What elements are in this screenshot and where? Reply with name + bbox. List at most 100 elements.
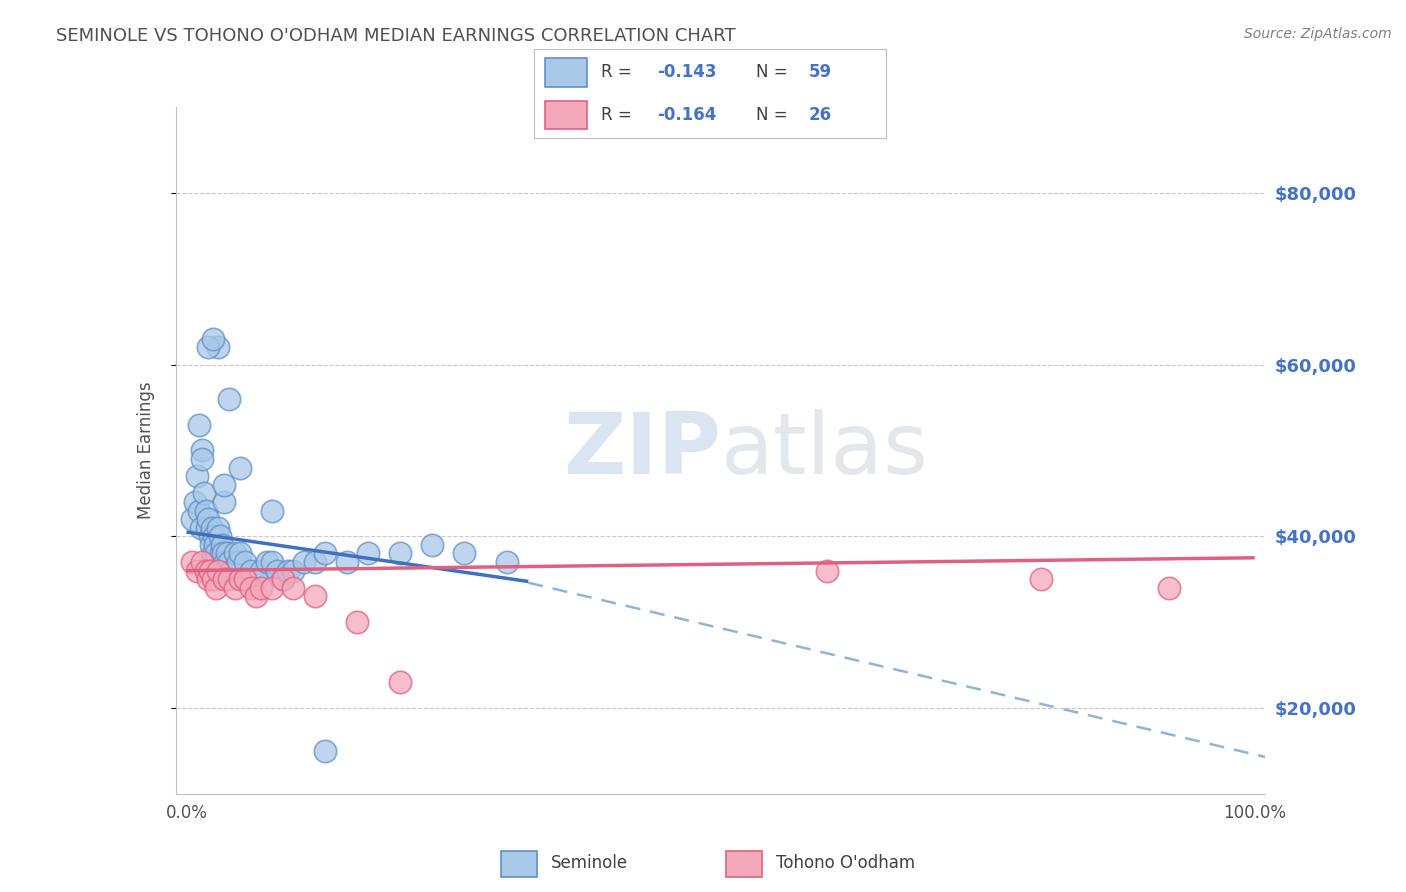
Text: N =: N =: [756, 106, 793, 124]
Point: [314, 744, 336, 758]
Point: [204, 538, 226, 552]
Point: [224, 581, 246, 595]
Text: R =: R =: [602, 63, 637, 81]
Point: [271, 572, 294, 586]
Point: [229, 460, 252, 475]
Point: [193, 486, 215, 500]
Text: Seminole: Seminole: [551, 854, 627, 872]
Point: [202, 529, 225, 543]
Point: [245, 590, 267, 604]
Point: [277, 564, 299, 578]
Text: 26: 26: [808, 106, 831, 124]
Point: [202, 546, 225, 561]
Point: [815, 564, 838, 578]
Point: [229, 572, 252, 586]
FancyBboxPatch shape: [725, 851, 762, 877]
Text: -0.164: -0.164: [657, 106, 717, 124]
Point: [233, 555, 256, 569]
Text: atlas: atlas: [721, 409, 928, 492]
Point: [304, 555, 326, 569]
Point: [205, 546, 228, 561]
Point: [191, 452, 214, 467]
Point: [389, 546, 412, 561]
Point: [260, 503, 283, 517]
Point: [346, 615, 368, 630]
Point: [211, 546, 233, 561]
Point: [260, 555, 283, 569]
Point: [357, 546, 380, 561]
Point: [420, 538, 443, 552]
Point: [260, 581, 283, 595]
Point: [229, 546, 252, 561]
Point: [271, 572, 294, 586]
Point: [304, 590, 326, 604]
Point: [197, 340, 219, 354]
Point: [201, 521, 224, 535]
Point: [194, 564, 217, 578]
Y-axis label: Median Earnings: Median Earnings: [136, 382, 155, 519]
Point: [250, 564, 273, 578]
FancyBboxPatch shape: [544, 58, 588, 87]
Point: [214, 555, 236, 569]
Point: [221, 564, 243, 578]
Point: [202, 572, 225, 586]
Point: [215, 546, 238, 561]
Point: [205, 581, 228, 595]
Point: [186, 469, 208, 483]
Point: [191, 443, 214, 458]
Text: ZIP: ZIP: [562, 409, 721, 492]
FancyBboxPatch shape: [544, 101, 588, 129]
Point: [245, 572, 267, 586]
Text: N =: N =: [756, 63, 793, 81]
Text: Tohono O'odham: Tohono O'odham: [776, 854, 915, 872]
Point: [180, 512, 202, 526]
Point: [283, 581, 305, 595]
Text: R =: R =: [602, 106, 637, 124]
Point: [190, 521, 212, 535]
Point: [202, 332, 225, 346]
Point: [453, 546, 475, 561]
Point: [197, 512, 219, 526]
Point: [226, 555, 249, 569]
Point: [1029, 572, 1052, 586]
Point: [389, 675, 412, 690]
Text: -0.143: -0.143: [657, 63, 717, 81]
Point: [239, 564, 262, 578]
Point: [250, 581, 273, 595]
Point: [292, 555, 315, 569]
Point: [188, 503, 211, 517]
Point: [200, 538, 222, 552]
Point: [218, 392, 240, 406]
Point: [209, 546, 232, 561]
Point: [198, 529, 221, 543]
Point: [224, 546, 246, 561]
Point: [283, 564, 305, 578]
Point: [180, 555, 202, 569]
Point: [314, 546, 336, 561]
Point: [336, 555, 359, 569]
Point: [208, 529, 231, 543]
Point: [496, 555, 519, 569]
Point: [198, 564, 221, 578]
Text: SEMINOLE VS TOHONO O'ODHAM MEDIAN EARNINGS CORRELATION CHART: SEMINOLE VS TOHONO O'ODHAM MEDIAN EARNIN…: [56, 27, 735, 45]
Point: [1159, 581, 1181, 595]
Point: [207, 340, 229, 354]
Point: [212, 495, 235, 509]
Point: [211, 538, 233, 552]
Point: [207, 521, 229, 535]
Point: [212, 572, 235, 586]
Point: [266, 564, 288, 578]
Point: [212, 478, 235, 492]
Point: [186, 564, 208, 578]
Point: [195, 521, 218, 535]
Text: Source: ZipAtlas.com: Source: ZipAtlas.com: [1244, 27, 1392, 41]
Point: [256, 555, 278, 569]
Point: [197, 572, 219, 586]
Point: [188, 417, 211, 432]
Point: [191, 555, 214, 569]
Point: [218, 572, 240, 586]
Point: [194, 503, 217, 517]
Point: [218, 555, 240, 569]
Text: 59: 59: [808, 63, 831, 81]
Point: [207, 564, 229, 578]
